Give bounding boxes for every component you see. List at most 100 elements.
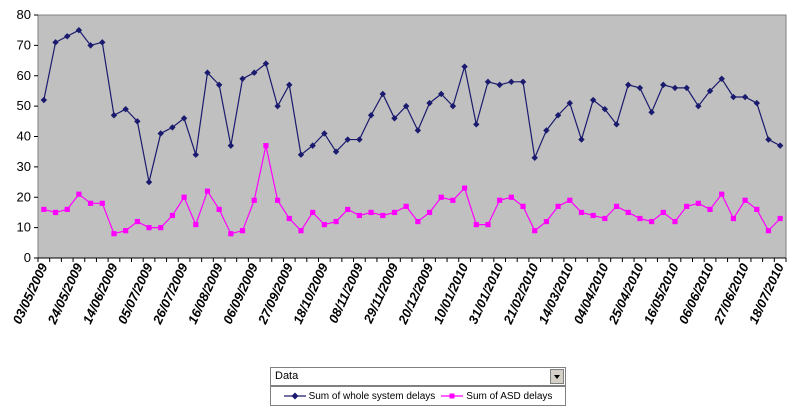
- y-tick-label: 80: [17, 7, 31, 22]
- y-tick-label: 20: [17, 189, 31, 204]
- data-point: [485, 221, 491, 228]
- data-point: [508, 78, 515, 86]
- data-point: [613, 121, 620, 128]
- data-point: [75, 26, 83, 34]
- data-point: [531, 154, 538, 161]
- data-point: [543, 218, 550, 225]
- data-point: [274, 102, 281, 110]
- data-point: [145, 178, 153, 186]
- y-tick-label: 10: [17, 220, 31, 235]
- data-point: [286, 215, 292, 222]
- data-point: [543, 127, 550, 134]
- data-point: [648, 109, 655, 116]
- x-tick-label: 03/05/2009: [9, 260, 50, 326]
- data-point: [777, 215, 783, 222]
- data-point: [110, 112, 118, 119]
- data-point: [321, 221, 327, 228]
- data-point: [181, 194, 187, 200]
- y-tick-label: 0: [24, 250, 31, 265]
- diamond-marker-icon: [283, 392, 306, 400]
- data-point: [228, 231, 234, 237]
- data-point: [637, 215, 643, 222]
- data-point: [41, 206, 47, 212]
- y-tick-label: 30: [17, 159, 31, 174]
- chevron-down-icon[interactable]: [550, 369, 564, 384]
- data-point: [192, 151, 199, 158]
- data-point: [450, 197, 456, 203]
- data-point: [718, 75, 725, 82]
- data-point: [262, 60, 270, 67]
- data-point: [449, 102, 457, 110]
- data-point: [274, 197, 281, 203]
- x-tick-label: 31/01/2010: [465, 260, 506, 326]
- x-tick-label: 21/02/2010: [500, 260, 542, 327]
- data-point: [742, 197, 748, 203]
- data-point: [438, 90, 445, 98]
- data-field-dropdown[interactable]: Data: [270, 367, 566, 386]
- data-point: [625, 81, 632, 89]
- data-point: [578, 136, 585, 143]
- data-point: [602, 215, 608, 222]
- data-point: [380, 212, 386, 219]
- data-point: [765, 136, 772, 143]
- data-point: [367, 112, 375, 119]
- data-point: [169, 212, 176, 219]
- data-point: [309, 142, 316, 149]
- x-tick-label: 18/10/2009: [290, 260, 331, 326]
- data-point: [754, 206, 760, 212]
- data-point: [672, 218, 678, 225]
- data-point: [438, 194, 444, 200]
- legend: Sum of whole system delays Sum of ASD de…: [270, 386, 566, 406]
- data-point: [297, 151, 305, 158]
- x-tick-label: 24/05/2009: [44, 260, 86, 327]
- x-tick-label: 08/11/2009: [325, 260, 366, 325]
- data-point: [87, 200, 94, 206]
- data-point: [204, 188, 211, 194]
- data-point: [64, 206, 70, 212]
- data-point: [484, 78, 492, 86]
- data-point: [402, 102, 410, 110]
- y-tick-label: 50: [17, 98, 31, 113]
- data-point: [52, 209, 59, 216]
- data-point: [99, 39, 106, 46]
- data-point: [344, 136, 351, 143]
- data-point: [671, 84, 679, 92]
- data-point: [193, 221, 199, 228]
- data-point: [706, 87, 714, 95]
- data-point: [519, 78, 527, 86]
- data-point: [251, 197, 257, 203]
- data-point: [589, 96, 597, 104]
- data-point: [567, 197, 573, 203]
- data-point: [356, 212, 363, 219]
- x-tick-label: 25/04/2010: [605, 260, 647, 327]
- data-point: [52, 39, 59, 46]
- x-tick-label: 06/09/2009: [220, 260, 261, 326]
- x-tick-label: 20/12/2009: [395, 260, 437, 327]
- data-point: [660, 209, 666, 216]
- data-point: [239, 228, 246, 234]
- data-point: [239, 75, 246, 82]
- data-point: [321, 130, 328, 137]
- data-point: [497, 197, 503, 203]
- data-point: [99, 200, 105, 206]
- data-point: [123, 228, 129, 234]
- data-point: [122, 105, 129, 113]
- x-tick-label: 29/11/2009: [360, 260, 401, 326]
- series-line-1: [43, 145, 781, 235]
- data-point: [414, 127, 422, 134]
- data-point: [180, 115, 188, 122]
- x-tick-label: 14/03/2010: [535, 260, 576, 326]
- data-point: [333, 218, 339, 225]
- data-point: [169, 124, 176, 131]
- x-axis: 03/05/200924/05/200914/06/200905/07/2009…: [9, 257, 787, 327]
- data-point: [157, 130, 164, 137]
- data-point: [776, 142, 784, 149]
- data-point: [426, 209, 433, 216]
- data-point: [426, 99, 433, 107]
- data-field-label: Data: [275, 370, 299, 382]
- data-point: [554, 112, 562, 119]
- data-point: [310, 209, 316, 216]
- series-line-0: [43, 29, 781, 183]
- data-point: [707, 206, 713, 212]
